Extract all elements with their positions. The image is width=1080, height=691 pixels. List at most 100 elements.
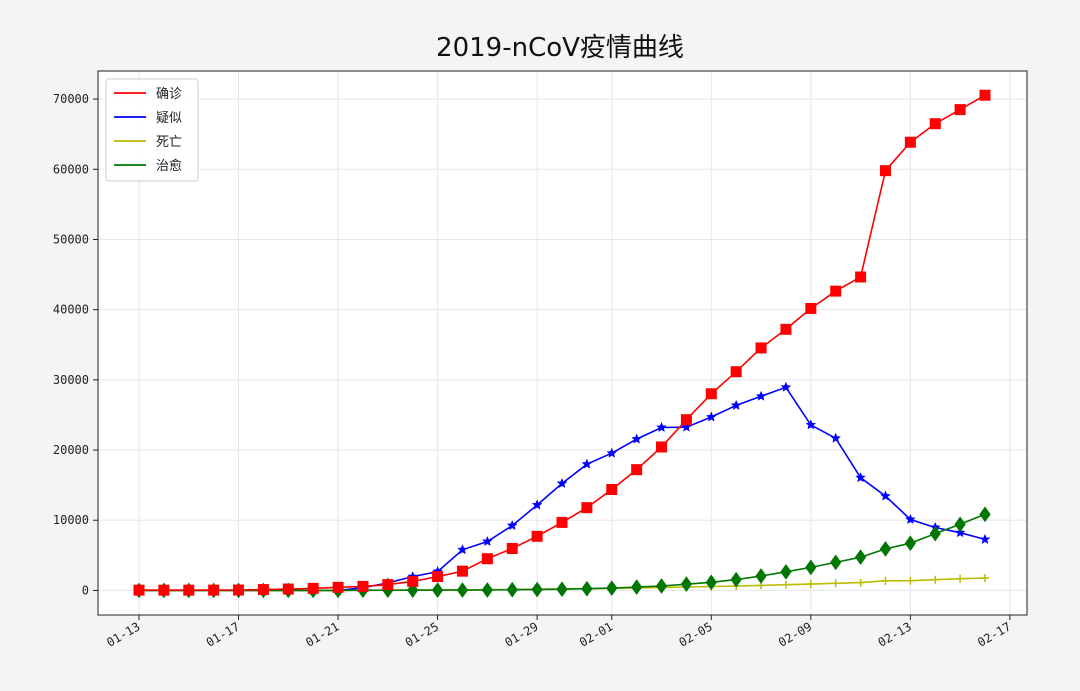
data-point	[879, 541, 892, 557]
data-point	[481, 582, 493, 598]
data-point	[581, 458, 593, 469]
data-point	[805, 302, 817, 314]
data-point	[257, 584, 269, 596]
data-point	[830, 432, 842, 443]
data-point	[556, 516, 568, 528]
data-point	[781, 580, 790, 589]
chart-title: 2019-nCoV疫情曲线	[436, 33, 684, 63]
data-point	[506, 581, 518, 598]
data-point	[631, 579, 643, 595]
data-point	[979, 89, 991, 101]
data-point	[981, 574, 989, 583]
data-point	[183, 584, 195, 596]
data-point	[705, 411, 717, 422]
y-tick-label: 60000	[53, 162, 89, 176]
data-point	[332, 581, 344, 593]
data-point	[655, 578, 668, 594]
data-point	[854, 549, 867, 566]
data-point	[407, 575, 419, 587]
data-point	[680, 414, 692, 426]
series-layer	[133, 89, 991, 599]
data-point	[456, 565, 468, 577]
data-point	[506, 542, 518, 554]
data-point	[456, 582, 469, 598]
data-point	[904, 513, 916, 525]
data-point	[656, 421, 667, 433]
data-point	[432, 571, 444, 583]
data-point	[954, 516, 966, 533]
data-point	[904, 136, 916, 148]
data-point	[531, 581, 543, 598]
data-point	[879, 165, 891, 177]
data-point	[656, 441, 668, 453]
data-point	[931, 575, 940, 584]
data-point	[856, 578, 865, 587]
data-point	[831, 579, 840, 588]
legend-label: 确诊	[156, 87, 182, 102]
data-point	[780, 323, 792, 335]
data-point	[730, 571, 742, 588]
data-point	[855, 271, 867, 283]
data-point	[581, 502, 593, 514]
data-point	[956, 574, 965, 583]
y-tick-label: 40000	[53, 303, 89, 317]
legend-box	[105, 78, 199, 182]
data-point	[906, 576, 915, 585]
data-point	[531, 530, 543, 542]
legend-label: 疑似	[156, 110, 182, 126]
y-tick-label: 20000	[53, 443, 89, 457]
data-point	[730, 399, 742, 411]
data-point	[581, 580, 593, 597]
legend-label: 治愈	[156, 159, 182, 174]
data-point	[531, 499, 543, 510]
plot-area	[98, 71, 1027, 615]
data-point	[481, 535, 493, 547]
data-point	[357, 580, 369, 592]
data-point	[755, 342, 767, 354]
series-0	[133, 89, 991, 596]
data-point	[806, 580, 815, 589]
data-point	[929, 525, 941, 542]
data-point	[705, 388, 717, 400]
data-point	[680, 576, 693, 593]
data-point	[805, 559, 817, 576]
data-point	[929, 118, 941, 130]
data-point	[880, 490, 891, 501]
y-tick-label: 30000	[53, 373, 89, 387]
data-point	[307, 582, 319, 594]
data-point	[606, 483, 618, 495]
data-point	[755, 390, 767, 401]
data-point	[979, 506, 991, 523]
legend-label: 死亡	[156, 135, 182, 150]
data-point	[158, 584, 170, 596]
plot-frame	[97, 70, 1028, 616]
data-point	[979, 533, 991, 545]
data-point	[606, 447, 618, 458]
data-point	[830, 285, 842, 297]
data-point	[431, 582, 444, 598]
data-point	[457, 544, 468, 555]
data-point	[282, 583, 294, 595]
data-point	[133, 584, 145, 596]
data-point	[556, 581, 568, 598]
data-point	[233, 584, 245, 596]
data-point	[631, 464, 643, 476]
data-point	[506, 519, 518, 531]
data-point	[830, 554, 842, 571]
data-point	[881, 576, 890, 585]
y-tick-label: 50000	[53, 232, 89, 246]
data-point	[681, 421, 692, 432]
data-point	[606, 580, 618, 596]
data-point	[780, 563, 792, 580]
data-point	[954, 104, 966, 116]
data-point	[705, 574, 717, 591]
y-tick-label: 10000	[53, 513, 89, 527]
data-point	[730, 366, 742, 378]
data-point	[904, 535, 916, 552]
y-tick-label: 70000	[53, 92, 89, 106]
data-point	[382, 579, 394, 591]
data-point	[208, 584, 220, 596]
